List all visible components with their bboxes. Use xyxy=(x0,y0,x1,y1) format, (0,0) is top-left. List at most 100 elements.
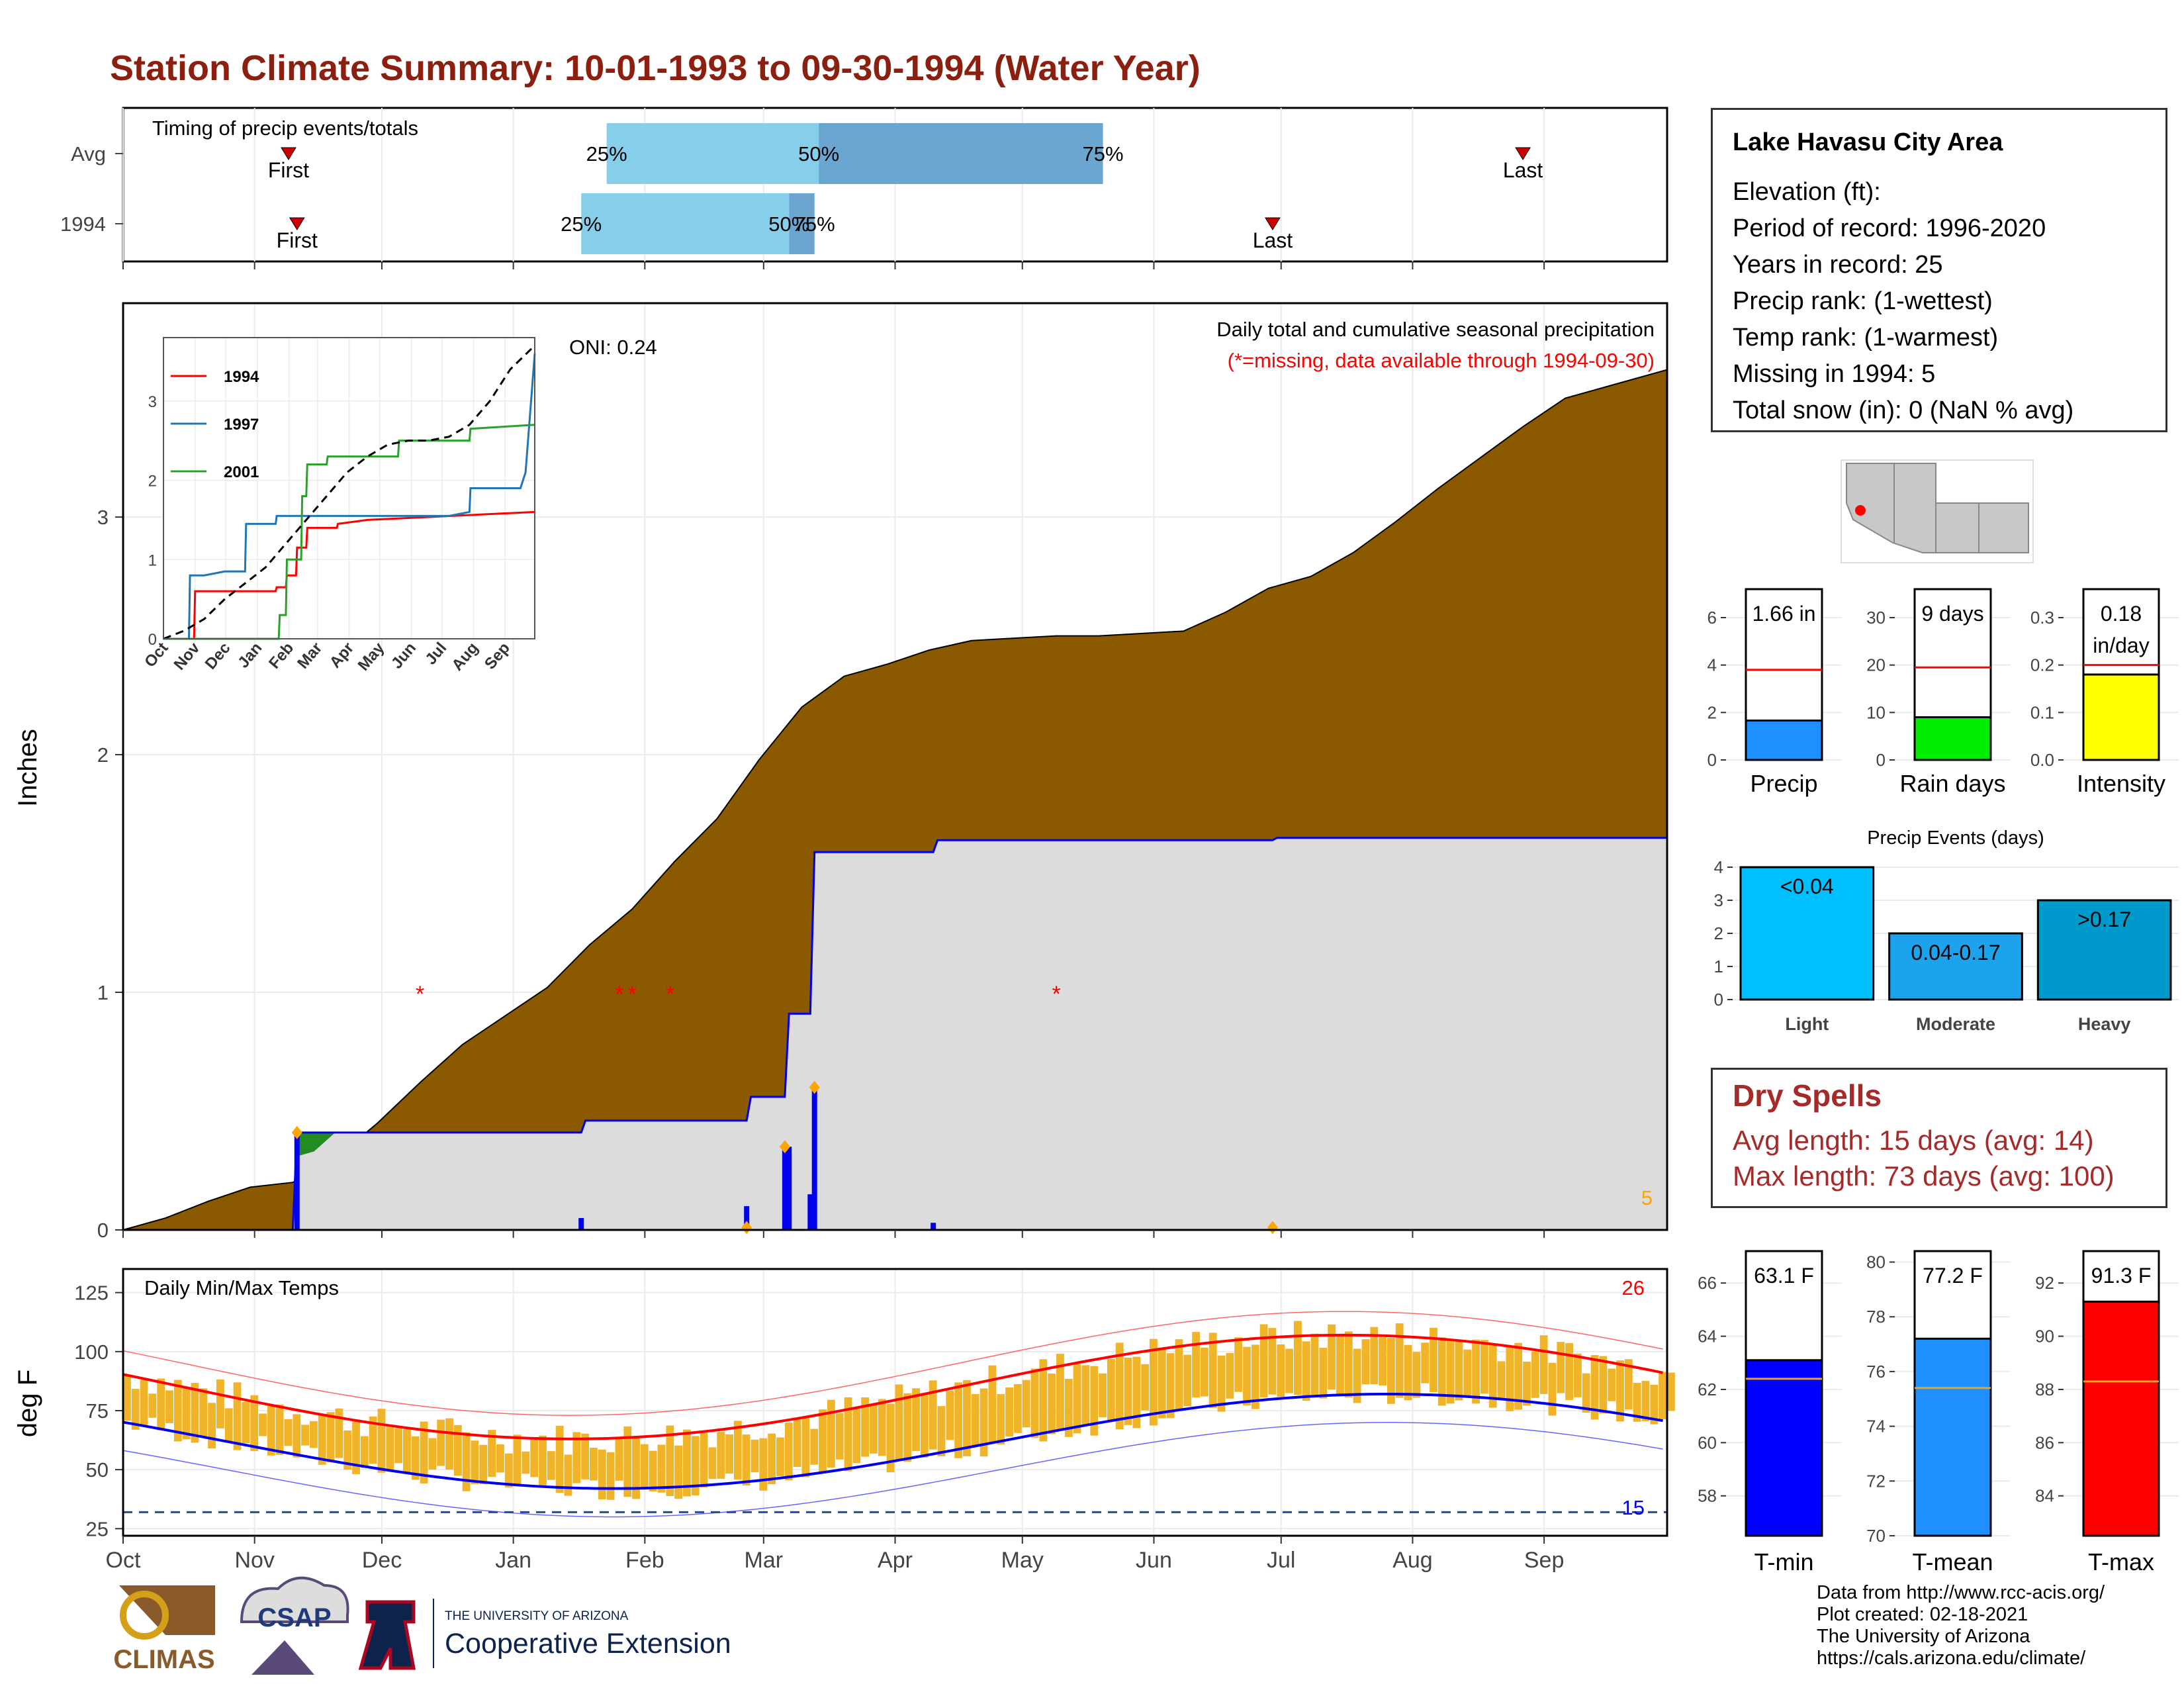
daily-temp-range-bar xyxy=(1132,1356,1141,1429)
missing-day-marker: * xyxy=(1052,982,1060,1007)
daily-temp-range-bar xyxy=(522,1451,530,1474)
daily-temp-range-bar xyxy=(157,1378,165,1430)
daily-temp-range-bar xyxy=(1175,1339,1183,1411)
timing-q25-label: 25% xyxy=(586,142,627,165)
ua-logo-small-text: THE UNIVERSITY OF ARIZONA xyxy=(445,1609,629,1623)
daily-temp-range-bar xyxy=(1608,1368,1616,1401)
value-label: 1.66 in xyxy=(1752,602,1815,626)
daily-temp-range-bar xyxy=(259,1413,267,1436)
state-outline xyxy=(1846,463,2029,553)
daily-temp-range-bar xyxy=(1115,1342,1124,1430)
station-missing: Missing in 1994: 5 xyxy=(1733,360,1936,388)
credits: Data from http://www.rcc-acis.org/ Plot … xyxy=(1817,1582,2105,1669)
station-temp-rank: Temp rank: (1-warmest) xyxy=(1733,324,1999,352)
timing-marker-label: First xyxy=(277,228,318,252)
page-title: Station Climate Summary: 10-01-1993 to 0… xyxy=(110,48,1201,88)
daily-temp-range-bar xyxy=(768,1433,776,1485)
daily-temp-range-bar xyxy=(267,1406,275,1456)
small-tick-label: 10 xyxy=(1866,702,1886,722)
daily-temp-range-bar xyxy=(1531,1351,1539,1398)
small-tick-label: 20 xyxy=(1866,655,1886,675)
daily-temp-range-bar xyxy=(513,1434,522,1487)
daily-temp-range-bar xyxy=(649,1450,657,1492)
daily-temp-range-bar xyxy=(1421,1342,1430,1383)
daily-temp-range-bar xyxy=(632,1437,640,1499)
daily-temp-range-bar xyxy=(564,1454,572,1496)
category-label: T-min xyxy=(1754,1548,1814,1575)
daily-temp-range-bar xyxy=(1539,1335,1548,1394)
timing-q50-label: 50% xyxy=(798,142,839,165)
daily-temp-range-bar xyxy=(437,1419,445,1466)
csap-logo-text: CSAP xyxy=(257,1603,331,1632)
event-bar xyxy=(1739,866,1875,1001)
small-tick-label: 60 xyxy=(1698,1432,1717,1452)
event-category-label: Heavy xyxy=(2078,1014,2131,1034)
daily-precip-bar xyxy=(744,1206,750,1230)
timing-row-label: 1994 xyxy=(60,212,106,236)
value-label: 77.2 F xyxy=(1923,1264,1983,1288)
daily-temp-range-bar xyxy=(131,1389,140,1430)
daily-temp-range-bar xyxy=(937,1406,946,1456)
timing-row-label: Avg xyxy=(71,142,106,165)
daily-temp-range-bar xyxy=(1107,1358,1115,1421)
daily-temp-range-bar xyxy=(1455,1340,1463,1401)
daily-temp-range-bar xyxy=(827,1399,835,1468)
daily-temp-range-bar xyxy=(233,1382,242,1450)
temp-tick-label: 100 xyxy=(74,1340,109,1364)
daily-temp-range-bar xyxy=(1616,1360,1624,1422)
missing-day-marker: * xyxy=(666,982,674,1007)
daily-temp-range-bar xyxy=(1319,1348,1328,1399)
daily-temp-range-bar xyxy=(1412,1352,1421,1398)
daily-temp-range-bar xyxy=(819,1409,827,1474)
station-precip-rank: Precip rank: (1-wettest) xyxy=(1733,287,1993,315)
inset-series-line xyxy=(163,353,536,640)
event-bar-label: <0.04 xyxy=(1780,874,1834,898)
inset-series-line xyxy=(163,344,536,640)
daily-temp-range-bar xyxy=(997,1394,1005,1445)
daily-temp-range-bar xyxy=(1251,1344,1259,1409)
event-bar xyxy=(2036,899,2172,1001)
daily-temp-range-bar xyxy=(123,1374,131,1421)
daily-temp-range-bar xyxy=(488,1430,496,1477)
daily-temp-range-bar xyxy=(301,1425,310,1446)
daily-temp-range-bar xyxy=(453,1425,462,1476)
daily-temp-range-bar xyxy=(1081,1365,1090,1426)
daily-temp-range-bar xyxy=(318,1415,326,1465)
precip-tick-label: 0 xyxy=(97,1219,109,1242)
daily-temp-range-bar xyxy=(1497,1361,1506,1399)
value-label: 63.1 F xyxy=(1754,1264,1814,1288)
daily-temp-range-bar xyxy=(1268,1328,1277,1395)
month-label: Mar xyxy=(745,1548,784,1573)
daily-temp-range-bar xyxy=(182,1387,191,1440)
daily-temp-range-bar xyxy=(1056,1354,1064,1429)
daily-temp-range-bar xyxy=(1124,1357,1132,1425)
timing-bar-q25-q50 xyxy=(581,193,790,254)
daily-temp-range-bar xyxy=(1404,1344,1412,1401)
daily-temp-range-bar xyxy=(479,1444,488,1485)
daily-precip-bar xyxy=(931,1223,936,1230)
station-elevation: Elevation (ft): xyxy=(1733,178,1881,206)
daily-temp-range-bar xyxy=(1523,1362,1531,1406)
timing-bar-q50-q75 xyxy=(789,193,815,254)
small-tick-label: 0.3 xyxy=(2030,608,2054,628)
station-period: Period of record: 1996-2020 xyxy=(1733,214,2046,242)
station-snow: Total snow (in): 0 (NaN % avg) xyxy=(1733,397,2074,424)
small-tick-label: 84 xyxy=(2035,1486,2054,1506)
small-tick-label: 66 xyxy=(1698,1273,1717,1293)
daily-temp-range-bar xyxy=(666,1425,674,1496)
daily-temp-range-bar xyxy=(369,1416,377,1464)
small-tick-label: 0.2 xyxy=(2030,655,2054,675)
daily-temp-range-bar xyxy=(250,1395,259,1452)
value-bar xyxy=(2082,673,2160,761)
month-label: Dec xyxy=(362,1548,402,1573)
value-label: in/day xyxy=(2093,633,2149,657)
daily-temp-range-bar xyxy=(1183,1354,1192,1407)
value-label: 91.3 F xyxy=(2091,1264,2152,1288)
station-years: Years in record: 25 xyxy=(1733,251,1943,279)
daily-temp-range-bar xyxy=(623,1426,632,1497)
daily-temp-range-bar xyxy=(886,1403,895,1473)
daily-temp-range-bar xyxy=(606,1452,615,1500)
inset-tick-label: 1 xyxy=(148,551,157,569)
credit-url: https://cals.arizona.edu/climate/ xyxy=(1817,1648,2086,1669)
small-tick-label: 92 xyxy=(2035,1273,2054,1293)
